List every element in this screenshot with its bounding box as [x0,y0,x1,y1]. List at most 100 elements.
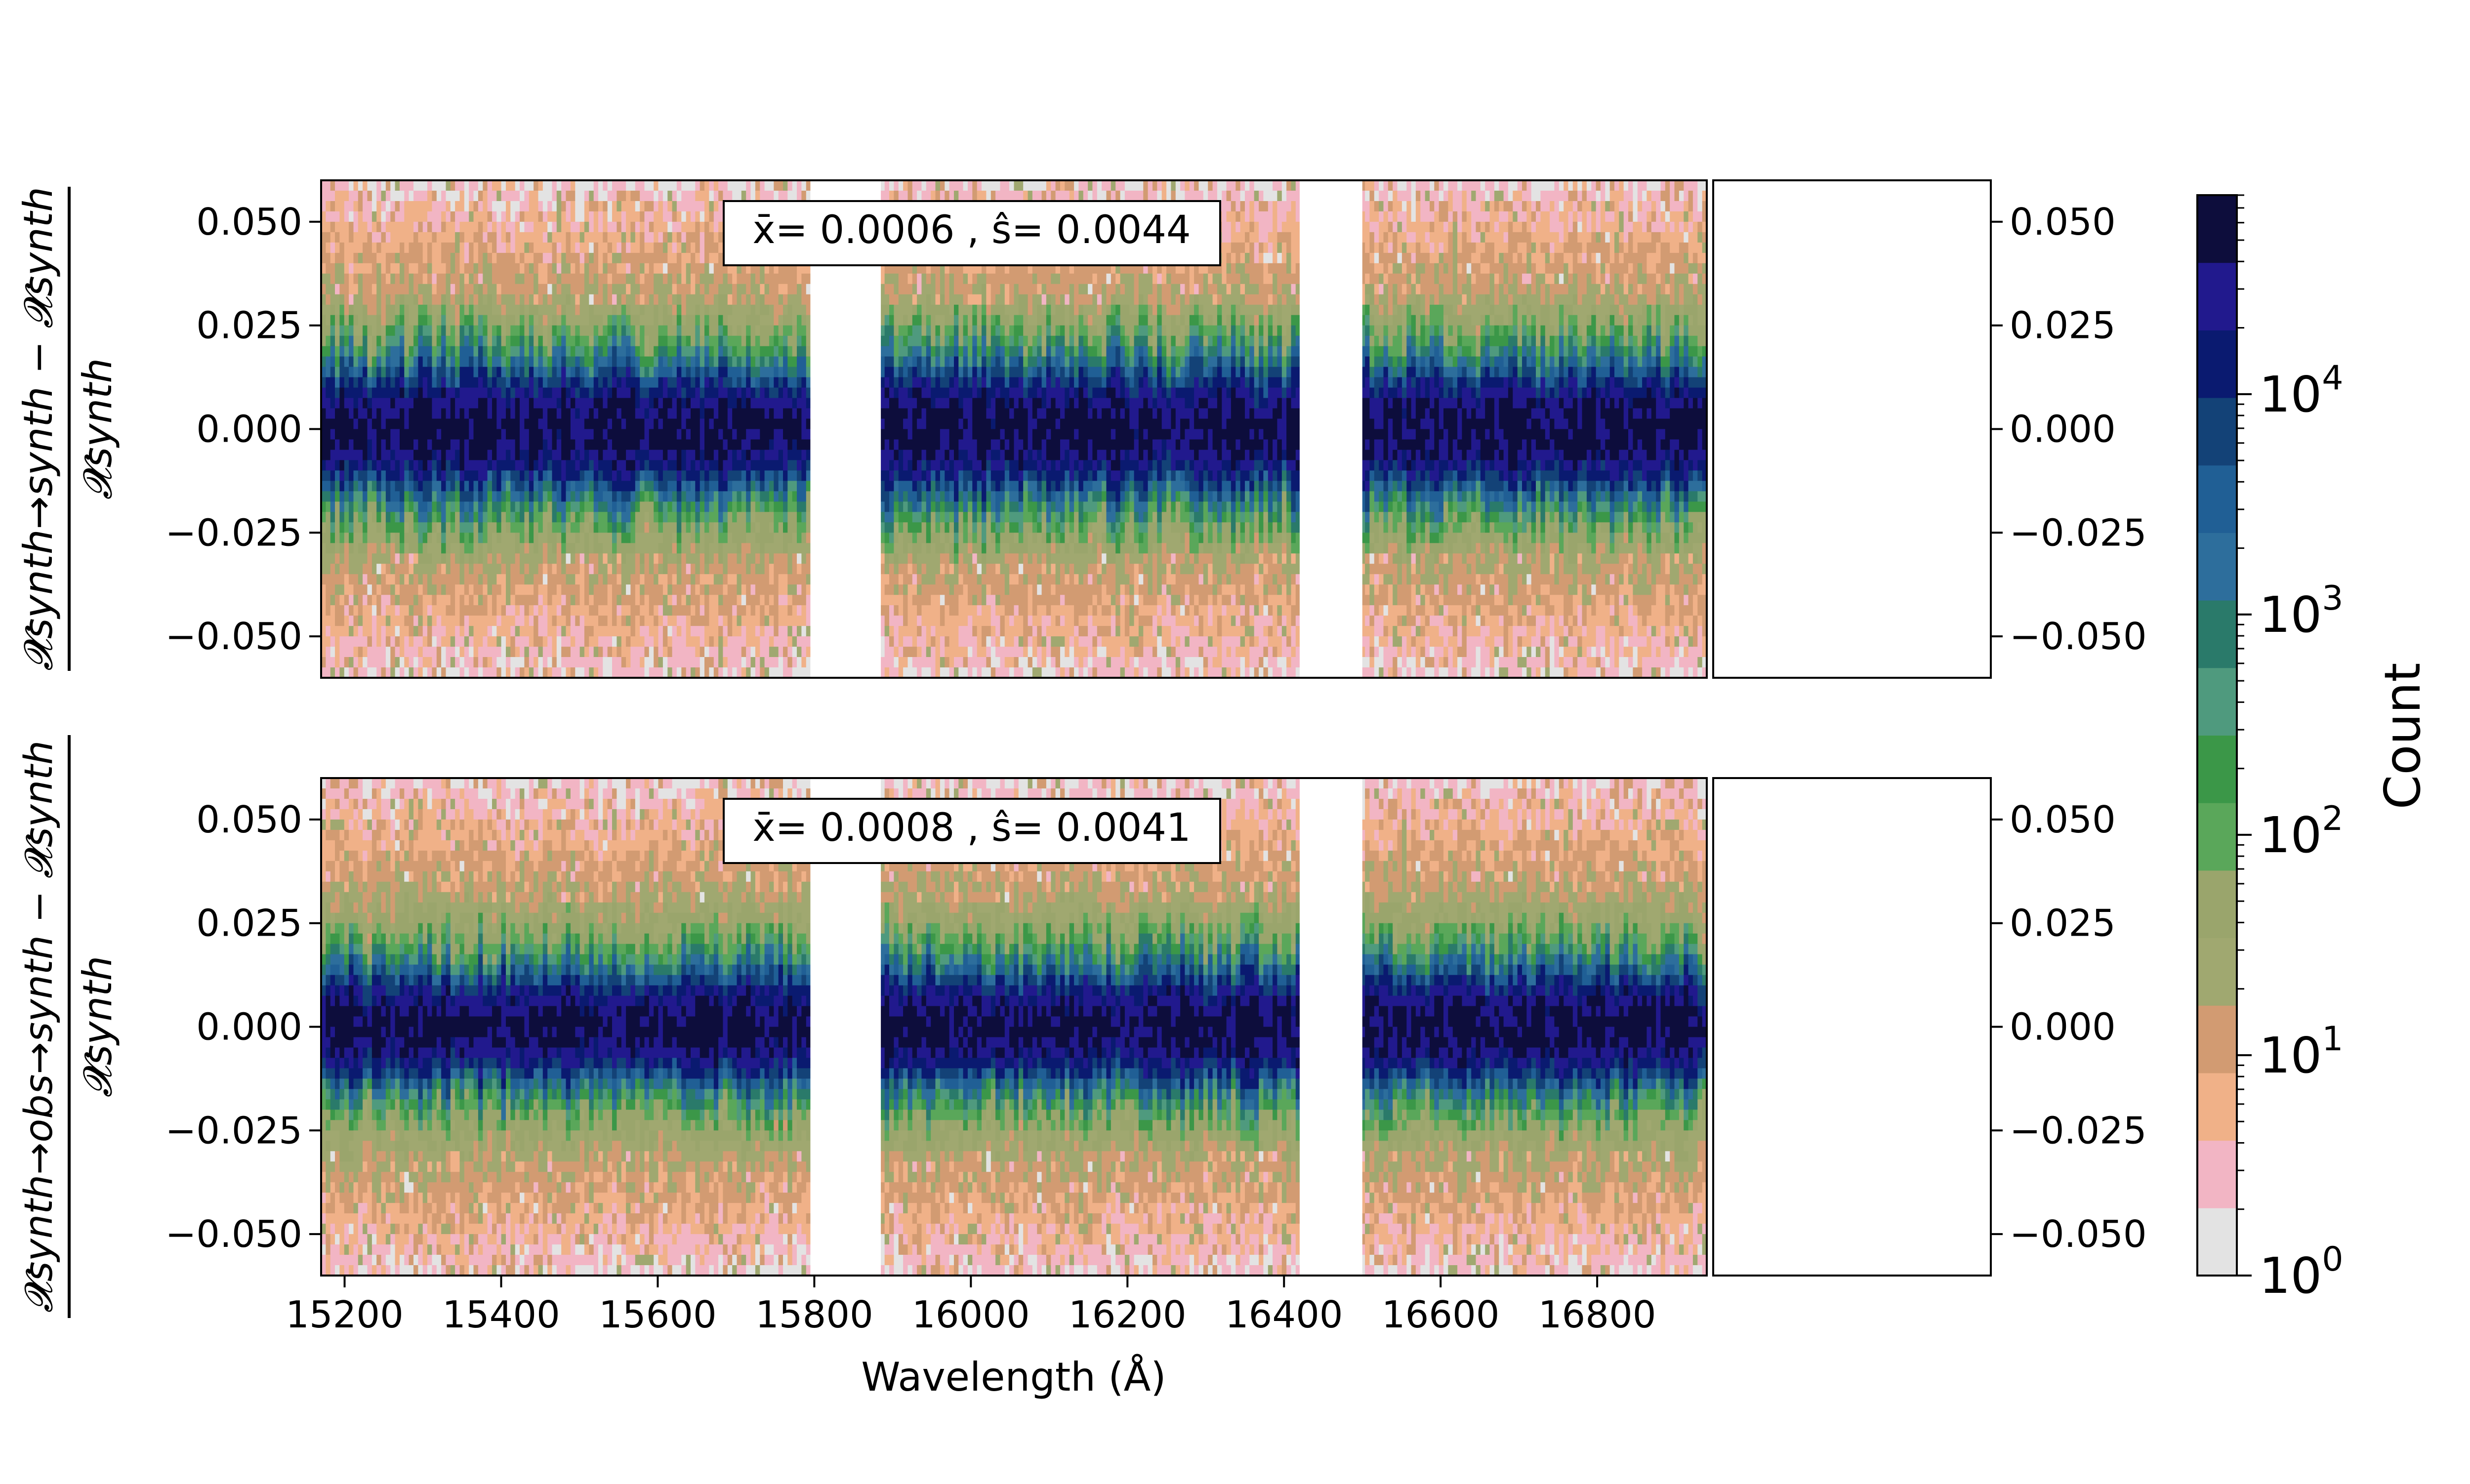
heatmap-cell [598,335,603,347]
heatmap-cell [547,191,553,202]
heatmap-cell [621,657,626,668]
heatmap-cell [713,408,719,419]
heatmap-cell [515,356,520,368]
heatmap-cell [335,553,340,564]
heatmap-cell [400,398,405,409]
heatmap-cell [575,242,580,253]
heatmap-cell [787,273,793,285]
heatmap-cell [496,315,502,326]
heatmap-cell [321,377,326,388]
heatmap-cell [395,636,400,647]
heatmap-cell [459,346,465,357]
heatmap-cell [760,512,765,523]
heatmap-cell [778,574,783,585]
heatmap-cell [654,543,659,554]
heatmap-cell [330,377,335,388]
heatmap-cell [603,221,608,233]
heatmap-cell [422,574,428,585]
heatmap-cell [732,315,738,326]
heatmap-cell [691,470,696,481]
heatmap-cell [409,304,414,316]
heatmap-cell [598,284,603,295]
heatmap-cell [607,191,613,202]
heatmap-cell [321,501,326,512]
heatmap-cell [654,595,659,606]
heatmap-cell [612,242,617,253]
heatmap-cell [584,273,589,285]
heatmap-cell [783,481,788,492]
heatmap-cell [760,574,765,585]
heatmap-cell [617,450,622,461]
heatmap-cell [617,398,622,409]
heatmap-cell [589,501,594,512]
heatmap-cell [635,481,640,492]
heatmap-cell [529,346,534,357]
heatmap-cell [385,232,391,243]
heatmap-cell [769,616,774,626]
heatmap-cell [339,232,345,243]
heatmap-cell [339,387,345,399]
heatmap-cell [723,180,728,191]
heatmap-cell [395,470,400,481]
heatmap-cell [469,315,474,326]
heatmap-cell [390,221,396,233]
heatmap-cell [654,335,659,347]
heatmap-cell [344,273,349,285]
heatmap-cell [584,533,589,543]
heatmap-cell [501,501,506,512]
heatmap-cell [371,543,377,554]
heatmap-cell [326,450,331,461]
heatmap-cell [450,221,455,233]
heatmap-cell [542,387,548,399]
heatmap-cell [603,180,608,191]
heatmap-cell [676,450,682,461]
heatmap-cell [612,626,617,637]
heatmap-cell [579,470,585,481]
heatmap-cell [473,429,479,440]
heatmap-cell [755,595,760,606]
heatmap-cell [713,335,719,347]
heatmap-cell [381,367,386,378]
heatmap-cell [686,284,691,295]
heatmap-cell [630,429,636,440]
heatmap-cell [478,273,483,285]
heatmap-cell [441,191,446,202]
heatmap-cell [575,294,580,305]
heatmap-cell [649,325,654,336]
heatmap-cell [566,439,571,451]
heatmap-cell [654,232,659,243]
heatmap-cell [390,408,396,419]
heatmap-cell [575,211,580,222]
heatmap-cell [598,387,603,399]
heatmap-cell [418,481,423,492]
heatmap-cell [321,439,326,451]
heatmap-cell [764,335,770,347]
heatmap-cell [801,191,807,202]
heatmap-cell [561,418,567,430]
heatmap-cell [727,564,733,575]
heatmap-cell [691,325,696,336]
heatmap-cell [746,616,751,626]
heatmap-cell [584,232,589,243]
heatmap-cell [478,636,483,647]
heatmap-cell [746,315,751,326]
heatmap-cell [681,512,687,523]
heatmap-cell [418,346,423,357]
heatmap-cell [658,211,663,222]
heatmap-cell [534,491,538,502]
heatmap-cell [630,232,636,243]
heatmap-cell [344,584,349,595]
heatmap-cell [542,626,548,637]
heatmap-cell [662,242,668,253]
heatmap-cell [339,491,345,502]
heatmap-cell [612,367,617,378]
heatmap-cell [487,387,493,399]
heatmap-cell [515,481,520,492]
heatmap-cell [441,595,446,606]
heatmap-cell [529,450,534,461]
heatmap-cell [450,636,455,647]
heatmap-cell [769,356,774,368]
heatmap-cell [704,180,709,191]
heatmap-cell [672,325,677,336]
